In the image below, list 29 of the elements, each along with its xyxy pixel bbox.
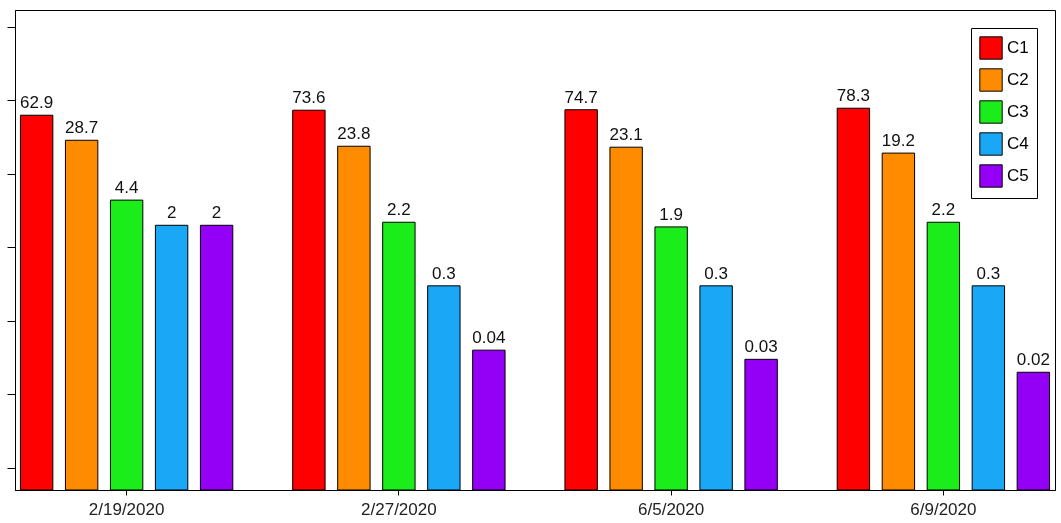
x-tick-label: 6/9/2020 (910, 499, 977, 519)
data-label: 0.02 (1016, 350, 1050, 370)
data-label: 23.1 (609, 125, 643, 145)
legend-label: C3 (1007, 102, 1029, 121)
data-label: 73.6 (292, 88, 326, 108)
data-label: 23.8 (337, 124, 371, 144)
data-label: 2.2 (387, 200, 411, 220)
legend-label: C2 (1007, 70, 1029, 89)
x-tick-label: 2/19/2020 (88, 499, 165, 519)
x-tick-label: 6/5/2020 (638, 499, 705, 519)
data-label: 78.3 (836, 86, 870, 106)
data-label: 1.9 (659, 204, 683, 224)
data-label: 0.3 (432, 263, 456, 283)
data-label: 2 (211, 203, 222, 223)
data-label: 0.3 (704, 263, 728, 283)
legend-label: C5 (1007, 166, 1029, 185)
data-label: 62.9 (20, 93, 54, 113)
data-label: 28.7 (65, 118, 99, 138)
legend-label: C1 (1007, 38, 1029, 57)
data-label: 2.2 (931, 200, 956, 220)
x-tick-label: 2/27/2020 (361, 499, 437, 519)
data-label: 0.3 (976, 263, 1001, 283)
data-label: 0.03 (744, 337, 778, 357)
data-label: 2 (166, 203, 177, 223)
data-label: 74.7 (564, 87, 598, 107)
data-label: 4.4 (114, 178, 139, 198)
data-label: 0.04 (472, 328, 506, 348)
data-label: 19.2 (881, 131, 915, 151)
legend-label: C4 (1007, 134, 1029, 153)
